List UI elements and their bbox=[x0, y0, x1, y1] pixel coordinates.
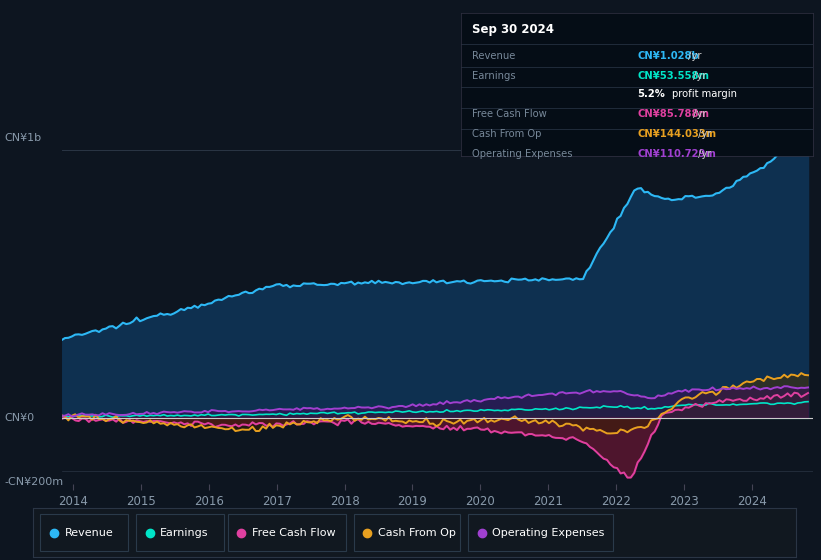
Text: 5.2%: 5.2% bbox=[637, 88, 665, 99]
Text: Sep 30 2024: Sep 30 2024 bbox=[472, 23, 554, 36]
Text: Revenue: Revenue bbox=[472, 51, 516, 60]
Text: profit margin: profit margin bbox=[672, 88, 737, 99]
Text: /yr: /yr bbox=[690, 109, 706, 119]
Text: Operating Expenses: Operating Expenses bbox=[493, 528, 605, 538]
Text: /yr: /yr bbox=[690, 72, 706, 81]
Text: Revenue: Revenue bbox=[65, 528, 113, 538]
Bar bbox=[227, 514, 346, 551]
Text: Earnings: Earnings bbox=[160, 528, 209, 538]
Text: CN¥1b: CN¥1b bbox=[4, 133, 41, 143]
Text: Earnings: Earnings bbox=[472, 72, 516, 81]
Text: CN¥110.729m: CN¥110.729m bbox=[637, 150, 716, 159]
Text: CN¥85.788m: CN¥85.788m bbox=[637, 109, 709, 119]
Text: CN¥144.033m: CN¥144.033m bbox=[637, 129, 716, 139]
Bar bbox=[136, 514, 223, 551]
Text: /yr: /yr bbox=[695, 150, 712, 159]
Bar bbox=[468, 514, 613, 551]
Text: CN¥1.028b: CN¥1.028b bbox=[637, 51, 699, 60]
Text: Cash From Op: Cash From Op bbox=[378, 528, 456, 538]
Text: Free Cash Flow: Free Cash Flow bbox=[252, 528, 336, 538]
Text: /yr: /yr bbox=[695, 129, 712, 139]
Bar bbox=[40, 514, 128, 551]
Text: Cash From Op: Cash From Op bbox=[472, 129, 541, 139]
Bar bbox=[354, 514, 461, 551]
Text: Operating Expenses: Operating Expenses bbox=[472, 150, 572, 159]
Text: /yr: /yr bbox=[685, 51, 701, 60]
Text: -CN¥200m: -CN¥200m bbox=[4, 477, 63, 487]
Text: Free Cash Flow: Free Cash Flow bbox=[472, 109, 547, 119]
Text: CN¥0: CN¥0 bbox=[4, 413, 34, 422]
Text: CN¥53.558m: CN¥53.558m bbox=[637, 72, 709, 81]
